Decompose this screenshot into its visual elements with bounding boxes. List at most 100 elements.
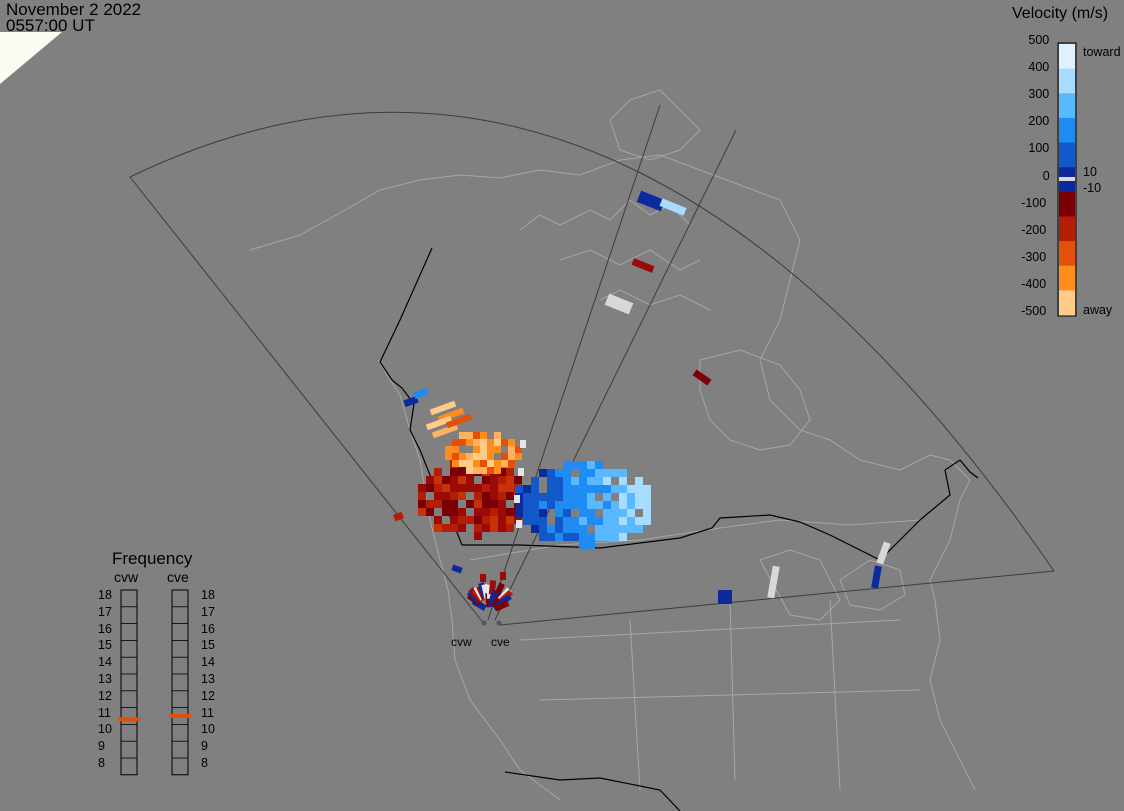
echo-cell (445, 446, 452, 453)
echo-cell (579, 517, 587, 525)
echo-cell (631, 258, 655, 273)
echo-cell (555, 517, 563, 525)
echo-cell (442, 508, 450, 516)
echo-cell (643, 493, 651, 501)
echo-cell (539, 525, 547, 533)
echo-cell (490, 500, 498, 508)
frequency-title: Frequency (112, 549, 193, 568)
echo-cell (450, 476, 458, 484)
echo-cell (611, 517, 619, 525)
echo-cell (403, 395, 419, 408)
echo-cell (523, 485, 531, 493)
echo-cell (482, 524, 490, 532)
colorbar-segment (1059, 117, 1075, 144)
colorbar-segment (1059, 191, 1075, 217)
freq-box-cvw (120, 589, 138, 776)
echo-cell (482, 500, 490, 508)
echo-cell (627, 525, 635, 533)
echo-cell (501, 460, 508, 467)
echo-cell (501, 453, 508, 460)
boundaries (379, 247, 979, 811)
echo-cell (635, 485, 643, 493)
echo-cell (418, 508, 426, 516)
echo-cell (555, 477, 563, 485)
echo-cell (474, 492, 482, 500)
freq-scale-label: 17 (98, 604, 112, 619)
echo-cell (587, 493, 595, 501)
echo-cell (603, 509, 611, 517)
echo-cell (636, 190, 666, 212)
echo-cell (458, 516, 466, 524)
echo-cell (627, 517, 635, 525)
echo-cell (434, 524, 442, 532)
echo-cell (603, 525, 611, 533)
echo-cell (579, 525, 587, 533)
echo-cell (482, 492, 490, 500)
colorbar-zero-band (1059, 177, 1075, 181)
echo-cell (487, 439, 494, 446)
echo-cell (595, 525, 603, 533)
echo-cell (643, 501, 651, 509)
velocity-tick: 200 (1028, 114, 1050, 129)
echo-cell (498, 476, 506, 484)
echo-cell (506, 492, 514, 500)
echo-cell (547, 485, 555, 493)
echo-cell (876, 541, 891, 565)
echo-cell (451, 564, 463, 574)
echo-cell (563, 525, 571, 533)
echo-cell (426, 500, 434, 508)
colorbar-segment (1059, 241, 1075, 267)
echo-cell (619, 525, 627, 533)
echo-cell (555, 493, 563, 501)
echo-cell (619, 485, 627, 493)
echo-cell (520, 440, 526, 448)
echo-cell (579, 533, 587, 541)
echo-cell (523, 501, 531, 509)
colorbar-segment (1059, 44, 1075, 70)
echo-cell (458, 468, 466, 476)
echo-cell (611, 509, 619, 517)
freq-scale-label: 16 (98, 621, 112, 636)
echo-cell (579, 477, 587, 485)
echo-cell (587, 485, 595, 493)
echo-cell (659, 198, 687, 216)
echo-cell (498, 484, 506, 492)
echo-cell (611, 525, 619, 533)
echo-cell (508, 453, 515, 460)
echo-cell (418, 500, 426, 508)
echo-cell (547, 533, 555, 541)
echo-cell (627, 509, 635, 517)
echo-cell (587, 461, 595, 469)
freq-scale-label: 15 (98, 638, 112, 653)
echo-cell (506, 508, 514, 516)
echo-cell (579, 461, 587, 469)
echo-cell (459, 439, 466, 446)
echo-cell (563, 493, 571, 501)
echo-cell (459, 460, 466, 467)
echo-cell (442, 476, 450, 484)
echo-cell (450, 516, 458, 524)
echo-cell (445, 453, 452, 460)
echo-cell (490, 492, 498, 500)
echo-cell (563, 477, 571, 485)
echo-cell (627, 501, 635, 509)
echo-cell (871, 565, 882, 589)
echo-cell (563, 461, 571, 469)
freq-scale-label: 18 (98, 588, 112, 602)
echo-cell (445, 413, 473, 429)
echo-cell (539, 517, 547, 525)
freq-scale-label: 12 (201, 688, 215, 703)
echo-cell (487, 467, 494, 474)
echo-cell (514, 495, 520, 503)
echo-cell (523, 517, 531, 525)
echo-cell (418, 484, 426, 492)
echo-cell (442, 500, 450, 508)
echo-cell (487, 453, 494, 460)
freq-marker-cvw (118, 717, 140, 722)
echo-cell (718, 590, 732, 604)
echo-cell (434, 492, 442, 500)
echo-cell (452, 439, 459, 446)
echo-cell (531, 517, 539, 525)
freq-scale-label: 8 (98, 756, 105, 770)
